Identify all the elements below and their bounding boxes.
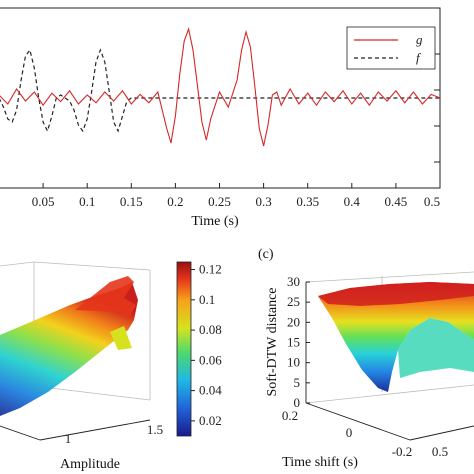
colorbar bbox=[176, 261, 192, 437]
panel-a-x-tick-label: 0.4 bbox=[344, 194, 361, 209]
colorbar-ticks: 0.12 0.1 0.08 0.06 0.04 0.02 bbox=[191, 262, 222, 428]
panel-c-x-axis-label: Time shift (s) bbox=[282, 455, 358, 470]
panel-c-z-tick-label: 20 bbox=[287, 314, 300, 329]
panel-c-label: (c) bbox=[258, 247, 274, 262]
legend-f-label: f bbox=[416, 50, 422, 65]
colorbar-tick-label: 0.06 bbox=[199, 352, 222, 367]
panel-c-y-tick-0.5: 0.5 bbox=[432, 444, 448, 459]
panel-a-x-tick-label: 0.25 bbox=[208, 194, 231, 209]
panel-a-x-tick-label: 0.15 bbox=[120, 194, 143, 209]
panel-a-x-tick-label: 0.3 bbox=[255, 194, 271, 209]
panel-b-x-tick-1.5: 1.5 bbox=[147, 422, 163, 437]
colorbar-tick-label: 0.1 bbox=[199, 292, 215, 307]
series-g-line bbox=[0, 27, 440, 147]
panel-b-surface bbox=[0, 282, 138, 416]
panel-c-x-tick-0: 0 bbox=[346, 425, 353, 440]
panel-b-surface-fringe bbox=[110, 326, 132, 350]
legend-box bbox=[346, 26, 436, 70]
panel-c-x-tick-0.2: 0.2 bbox=[282, 408, 298, 423]
legend-g-label: g bbox=[416, 32, 423, 47]
panel-c-surface bbox=[318, 282, 474, 392]
panel-b-front-edges bbox=[0, 419, 151, 441]
panel-b: 1 1.5 Amplitude 0.12 0.1 0.08 0.06 0.04 0.02 bbox=[0, 262, 222, 472]
panel-a: 0.05 0.1 0.15 0.2 0.25 0.3 0.35 0.4 0.45 0.5 Time… bbox=[0, 7, 441, 229]
panel-a-x-tick-label: 0.45 bbox=[385, 194, 408, 209]
panel-c-z-tick-label: 25 bbox=[287, 294, 300, 309]
panel-c-z-tick-label: 5 bbox=[294, 375, 301, 390]
panel-c-z-tick-label: 15 bbox=[287, 335, 300, 350]
colorbar-tick-label: 0.04 bbox=[199, 383, 222, 398]
panel-b-x-tick-1: 1 bbox=[65, 431, 72, 446]
panel-a-x-axis-label: Time (s) bbox=[191, 214, 239, 229]
panel-b-x-axis-label: Amplitude bbox=[60, 457, 120, 472]
panel-a-right-ticks bbox=[434, 53, 440, 163]
panel-a-x-tick-label: 0.35 bbox=[296, 194, 319, 209]
panel-c-z-tick-label: 0 bbox=[294, 395, 301, 410]
panel-c-z-tick-label: 10 bbox=[287, 355, 300, 370]
panel-c-z-ticks: 30 25 20 15 10 5 0 bbox=[287, 274, 310, 410]
panel-c-z-tick-label: 30 bbox=[287, 274, 300, 289]
panel-c-surface-top bbox=[318, 282, 474, 306]
series-f-line bbox=[0, 48, 440, 133]
panel-a-x-tick-label: 0.2 bbox=[167, 194, 183, 209]
panel-c: (c) 30 25 20 15 10 5 0 Soft-DTW distance 0.2 0… bbox=[258, 247, 474, 470]
colorbar-tick-label: 0.08 bbox=[199, 322, 222, 337]
panel-c-z-axis-label: Soft-DTW distance bbox=[265, 288, 280, 397]
panel-a-x-tick-label: 0.5 bbox=[424, 194, 440, 209]
panel-a-legend: g f bbox=[346, 26, 436, 70]
panel-b-surface-ridges bbox=[75, 276, 136, 320]
panel-a-x-tick-label: 0.1 bbox=[79, 194, 95, 209]
colorbar-tick-label: 0.12 bbox=[199, 262, 222, 277]
panel-a-x-ticks: 0.05 0.1 0.15 0.2 0.25 0.3 0.35 0.4 0.45 0.5 bbox=[32, 183, 441, 209]
panel-c-surface-inner bbox=[398, 318, 474, 378]
colorbar-tick-label: 0.02 bbox=[199, 413, 222, 428]
panel-c-x-tick-neg0.2: -0.2 bbox=[392, 444, 413, 459]
panel-a-x-tick-label: 0.05 bbox=[32, 194, 55, 209]
